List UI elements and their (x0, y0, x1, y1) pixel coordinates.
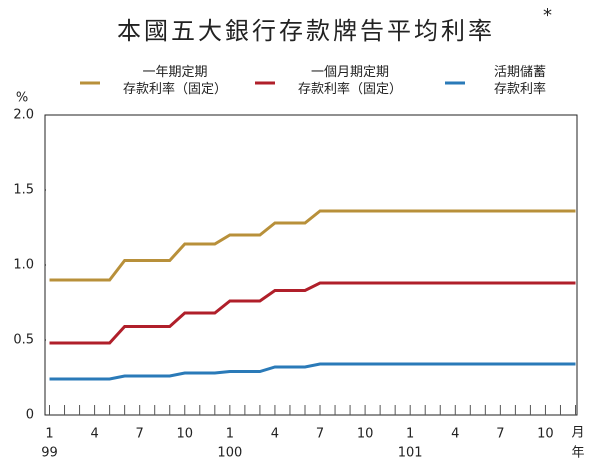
plot-frame (44, 114, 578, 416)
series-line (49, 209, 576, 282)
x-tick-label: 1 (406, 427, 414, 442)
y-axis-label: % (16, 91, 28, 106)
y-tick-label: 0.5 (13, 333, 34, 348)
chart-title: 本國五大銀行存款牌告平均利率 (117, 17, 495, 45)
x-tick-label: 4 (271, 427, 279, 442)
y-tick-label: 0 (26, 408, 34, 423)
legend-label: 活期儲蓄存款利率 (494, 65, 546, 97)
y-tick-label: 2.0 (13, 108, 34, 123)
x-tick-label: 1 (226, 427, 234, 442)
x-tick-label: 1 (45, 427, 53, 442)
series-line (49, 362, 576, 381)
year-label: 101 (398, 446, 423, 461)
year-label: 100 (217, 446, 242, 461)
x-tick-label: 10 (537, 427, 554, 442)
x-tick-label: 7 (316, 427, 324, 442)
legend-label: 一年期定期存款利率（固定） (123, 65, 227, 97)
x-unit: 月 (571, 426, 584, 441)
x-tick-label: 10 (357, 427, 374, 442)
legend-label: 一個月期定期存款利率（固定） (298, 65, 402, 97)
x-tick-label: 7 (136, 427, 144, 442)
x-tick-label: 4 (451, 427, 459, 442)
x-tick-label: 4 (90, 427, 98, 442)
y-tick-label: 1.5 (13, 183, 34, 198)
x-tick-label: 10 (176, 427, 193, 442)
x-tick-label: 7 (496, 427, 504, 442)
year-unit: 年 (571, 446, 584, 461)
series-line (49, 281, 576, 345)
title-note: * (543, 5, 552, 26)
y-tick-label: 1.0 (13, 258, 34, 273)
year-label: 99 (41, 446, 58, 461)
